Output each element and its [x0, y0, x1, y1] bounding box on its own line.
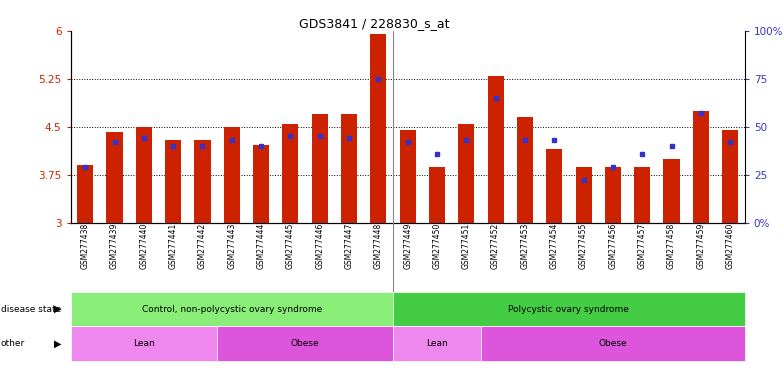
Text: GSM277449: GSM277449	[403, 223, 412, 269]
Bar	[400, 130, 416, 223]
Bar	[217, 326, 393, 361]
Text: GSM277451: GSM277451	[462, 223, 471, 269]
Bar	[107, 132, 122, 223]
Text: GSM277446: GSM277446	[315, 223, 325, 269]
Bar	[693, 111, 709, 223]
Text: GSM277453: GSM277453	[521, 223, 529, 269]
Text: GSM277447: GSM277447	[344, 223, 354, 269]
Text: GSM277457: GSM277457	[637, 223, 647, 269]
Text: ▶: ▶	[53, 339, 61, 349]
Text: Lean: Lean	[426, 339, 448, 348]
Bar	[77, 165, 93, 223]
Bar	[604, 167, 621, 223]
Text: GSM277460: GSM277460	[726, 223, 735, 269]
Bar	[458, 124, 474, 223]
Bar	[136, 127, 152, 223]
Text: GSM277444: GSM277444	[256, 223, 266, 269]
Bar	[71, 292, 393, 326]
Bar	[575, 167, 592, 223]
Bar	[393, 326, 481, 361]
Bar	[517, 117, 533, 223]
Text: GSM277456: GSM277456	[608, 223, 617, 269]
Text: other: other	[1, 339, 25, 348]
Text: GSM277450: GSM277450	[433, 223, 441, 269]
Text: GSM277440: GSM277440	[140, 223, 148, 269]
Bar	[253, 145, 269, 223]
Text: GSM277441: GSM277441	[169, 223, 178, 269]
Bar	[71, 326, 217, 361]
Text: Obese: Obese	[598, 339, 627, 348]
Text: Polycystic ovary syndrome: Polycystic ovary syndrome	[509, 305, 630, 314]
Bar	[341, 114, 358, 223]
Bar	[194, 139, 211, 223]
Text: Obese: Obese	[291, 339, 319, 348]
Bar	[722, 130, 739, 223]
Text: GSM277445: GSM277445	[286, 223, 295, 269]
Text: GSM277459: GSM277459	[696, 223, 706, 269]
Text: GSM277438: GSM277438	[81, 223, 89, 269]
Bar	[223, 127, 240, 223]
Bar	[370, 34, 387, 223]
Text: Lean: Lean	[133, 339, 154, 348]
Bar	[634, 167, 650, 223]
Bar	[663, 159, 680, 223]
Title: GDS3841 / 228830_s_at: GDS3841 / 228830_s_at	[299, 17, 449, 30]
Bar	[282, 124, 299, 223]
Bar	[481, 326, 745, 361]
Bar	[488, 76, 503, 223]
Text: GSM277455: GSM277455	[579, 223, 588, 269]
Text: GSM277452: GSM277452	[491, 223, 500, 269]
Bar	[312, 114, 328, 223]
Text: GSM277443: GSM277443	[227, 223, 236, 269]
Text: ▶: ▶	[53, 304, 61, 314]
Text: GSM277439: GSM277439	[110, 223, 119, 269]
Text: GSM277442: GSM277442	[198, 223, 207, 269]
Text: GSM277454: GSM277454	[550, 223, 559, 269]
Text: GSM277458: GSM277458	[667, 223, 676, 269]
Text: GSM277448: GSM277448	[374, 223, 383, 269]
Text: disease state: disease state	[1, 305, 61, 314]
Bar	[165, 139, 181, 223]
Bar	[546, 149, 562, 223]
Text: Control, non-polycystic ovary syndrome: Control, non-polycystic ovary syndrome	[142, 305, 322, 314]
Bar	[393, 292, 745, 326]
Bar	[429, 167, 445, 223]
